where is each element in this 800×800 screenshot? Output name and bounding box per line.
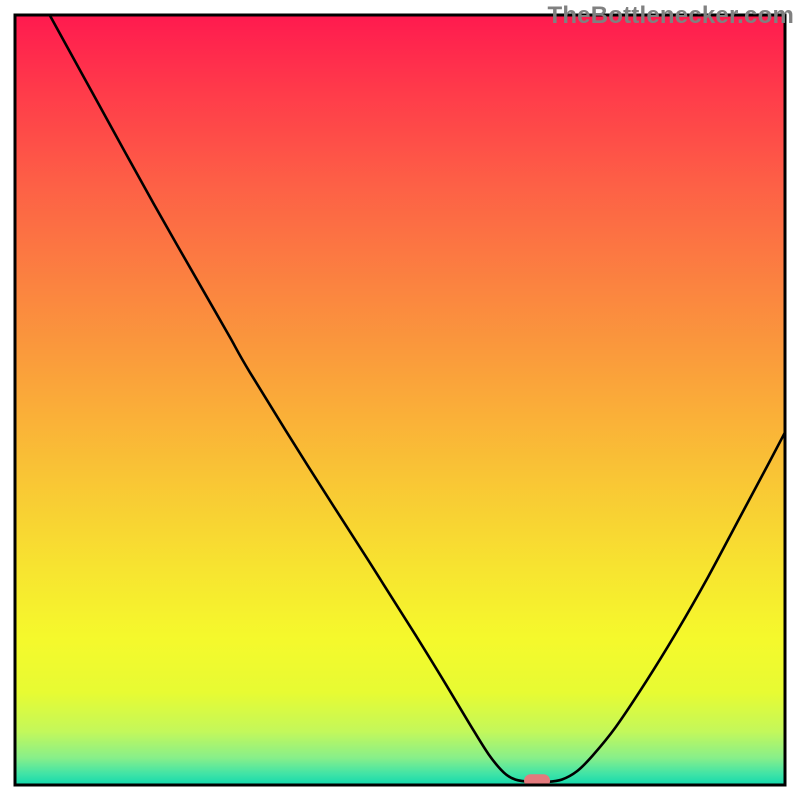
bottleneck-chart: TheBottlenecker.com	[0, 0, 800, 800]
chart-svg	[0, 0, 800, 800]
watermark-text: TheBottlenecker.com	[547, 2, 794, 30]
plot-background	[15, 15, 785, 785]
